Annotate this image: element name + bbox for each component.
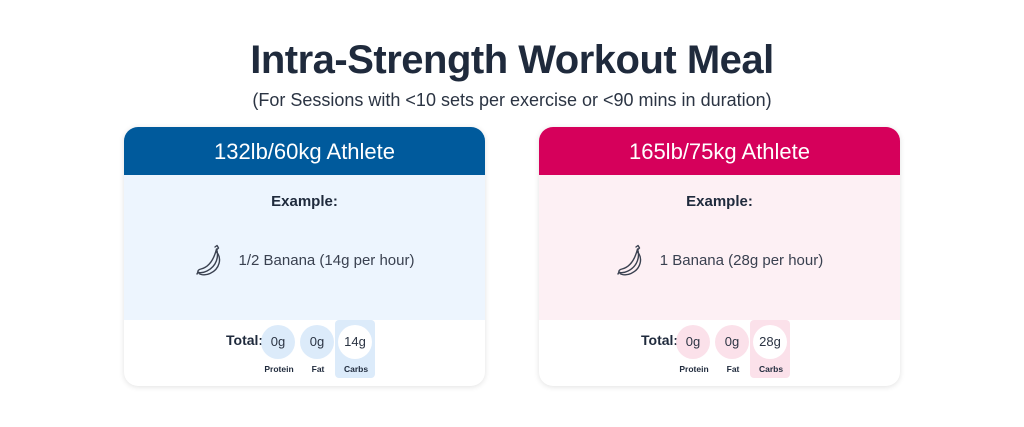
athlete-card-60kg: 132lb/60kg Athlete Example: 1/2 Banana (… xyxy=(124,127,485,386)
card-footer: Total: 0g Protein 0g Fat 14g Carbs xyxy=(124,320,485,386)
food-text: 1 Banana (28g per hour) xyxy=(659,251,824,269)
example-label: Example: xyxy=(686,193,753,210)
card-header: 132lb/60kg Athlete xyxy=(124,127,485,175)
card-body: Example: 1 Banana (28g per hour) xyxy=(539,175,900,320)
total-label: Total: xyxy=(641,332,679,348)
macro-label: Protein xyxy=(679,364,709,374)
macro-value: 14g xyxy=(338,325,372,359)
banana-icon xyxy=(617,244,641,276)
page-title: Intra-Strength Workout Meal xyxy=(250,38,774,82)
banana-icon xyxy=(195,244,220,276)
macro-label: Protein xyxy=(264,364,294,374)
food-text: 1/2 Banana (14g per hour) xyxy=(238,251,415,269)
macro-value: 0g xyxy=(300,325,334,359)
macro-label: Fat xyxy=(726,364,740,374)
macro-value: 0g xyxy=(261,325,295,359)
athlete-card-75kg: 165lb/75kg Athlete Example: 1 Banana (28… xyxy=(539,127,900,386)
macro-label: Carbs xyxy=(343,364,369,374)
macro-value: 0g xyxy=(715,325,749,359)
macro-value: 28g xyxy=(753,325,787,359)
example-label: Example: xyxy=(271,193,338,210)
food-row: 1/2 Banana (14g per hour) xyxy=(124,243,485,277)
macro-label: Carbs xyxy=(758,364,784,374)
page-subtitle: (For Sessions with <10 sets per exercise… xyxy=(252,90,772,110)
macro-label: Fat xyxy=(311,364,325,374)
total-label: Total: xyxy=(226,332,264,348)
macro-value: 0g xyxy=(676,325,710,359)
card-footer: Total: 0g Protein 0g Fat 28g Carbs xyxy=(539,320,900,386)
card-header: 165lb/75kg Athlete xyxy=(539,127,900,175)
food-row: 1 Banana (28g per hour) xyxy=(539,243,900,277)
card-body: Example: 1/2 Banana (14g per hour) xyxy=(124,175,485,320)
